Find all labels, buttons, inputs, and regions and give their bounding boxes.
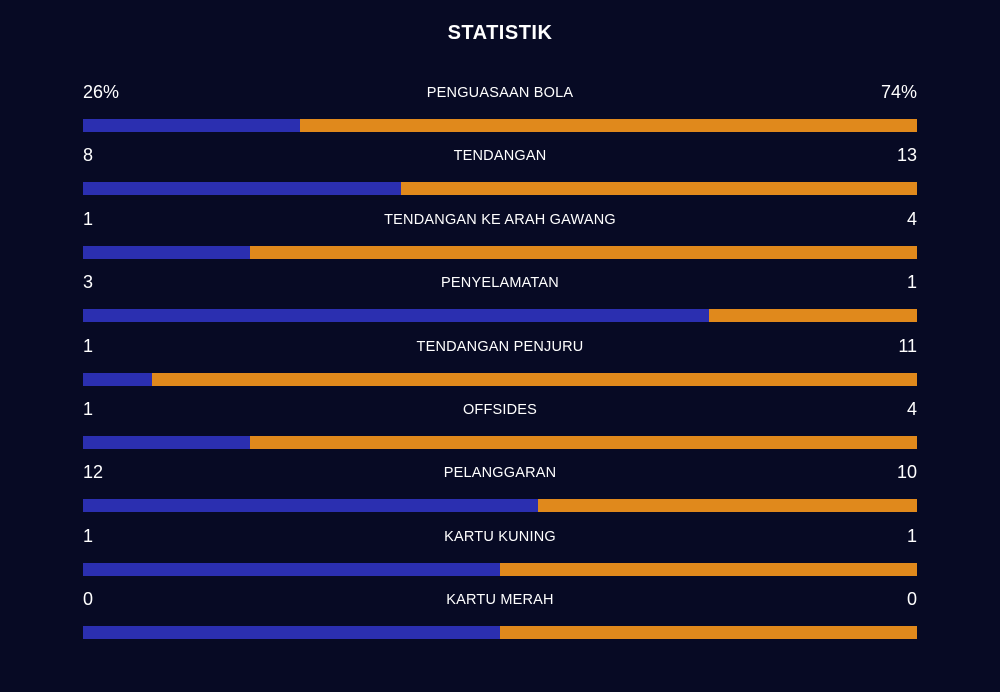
- home-bar-segment: [83, 245, 250, 259]
- stats-title: STATISTIK: [447, 22, 553, 44]
- comparison-bar: [83, 499, 917, 513]
- home-value: 1: [83, 398, 94, 419]
- home-bar-segment: [83, 372, 153, 386]
- home-value: 1: [83, 208, 94, 229]
- comparison-bar: [83, 372, 917, 386]
- stat-row: 0 KARTU MERAH 0: [83, 587, 917, 650]
- home-value: 26%: [83, 82, 120, 102]
- stat-row: 1 TENDANGAN KE ARAH GAWANG 4: [83, 207, 917, 270]
- stat-row: 8 TENDANGAN 13: [83, 143, 917, 206]
- stat-label: OFFSIDES: [462, 401, 538, 418]
- away-value: 1: [906, 525, 917, 546]
- home-value: 1: [83, 525, 94, 546]
- home-bar-segment: [83, 309, 709, 323]
- stat-label: PELANGGARAN: [443, 465, 557, 482]
- stat-row: 1 KARTU KUNING 1: [83, 524, 917, 587]
- home-bar-segment: [83, 435, 250, 449]
- home-bar-segment: [83, 562, 500, 576]
- stat-row: 12 PELANGGARAN 10: [83, 460, 917, 523]
- away-bar-segment: [708, 309, 917, 323]
- home-value: 8: [83, 145, 94, 166]
- stat-label: TENDANGAN PENJURU: [416, 338, 584, 355]
- away-value: 74%: [880, 82, 917, 102]
- away-value: 13: [896, 145, 917, 166]
- home-bar-segment: [83, 626, 500, 640]
- away-value: 1: [906, 272, 917, 293]
- home-bar-segment: [83, 182, 401, 196]
- away-value: 0: [906, 589, 917, 610]
- stat-label: PENGUASAAN BOLA: [426, 85, 574, 101]
- away-bar-segment: [249, 245, 917, 259]
- home-bar-segment: [83, 499, 538, 513]
- home-value: 0: [83, 589, 94, 610]
- comparison-bar: [83, 309, 917, 323]
- home-bar-segment: [83, 119, 300, 132]
- away-bar-segment: [500, 626, 917, 640]
- away-bar-segment: [249, 435, 917, 449]
- stat-label: KARTU MERAH: [446, 592, 554, 609]
- stat-label: TENDANGAN: [453, 148, 547, 165]
- stat-row: 1 TENDANGAN PENJURU 11: [83, 334, 917, 397]
- stat-row: 26% PENGUASAAN BOLA 74%: [83, 80, 917, 143]
- away-bar-segment: [299, 119, 917, 132]
- stat-label: TENDANGAN KE ARAH GAWANG: [384, 211, 616, 228]
- away-value: 11: [898, 335, 917, 356]
- comparison-bar: [83, 562, 917, 576]
- stat-row: 3 PENYELAMATAN 1: [83, 270, 917, 333]
- comparison-bar: [83, 435, 917, 449]
- stats-list: 26% PENGUASAAN BOLA 74% 8 TENDANGAN 13 1 TENDAN…: [83, 80, 917, 651]
- comparison-bar: [83, 245, 917, 259]
- home-value: 12: [83, 462, 104, 483]
- comparison-bar: [83, 182, 917, 196]
- stat-label: KARTU KUNING: [444, 528, 556, 545]
- comparison-bar: [83, 119, 917, 132]
- away-value: 10: [896, 462, 917, 483]
- away-bar-segment: [537, 499, 917, 513]
- away-value: 4: [906, 208, 917, 229]
- stat-label: PENYELAMATAN: [441, 275, 559, 292]
- away-bar-segment: [400, 182, 917, 196]
- away-bar-segment: [152, 372, 917, 386]
- away-bar-segment: [500, 562, 917, 576]
- comparison-bar: [83, 626, 917, 640]
- away-value: 4: [906, 398, 917, 419]
- home-value: 1: [83, 335, 94, 356]
- stat-row: 1 OFFSIDES 4: [83, 397, 917, 460]
- home-value: 3: [83, 272, 94, 293]
